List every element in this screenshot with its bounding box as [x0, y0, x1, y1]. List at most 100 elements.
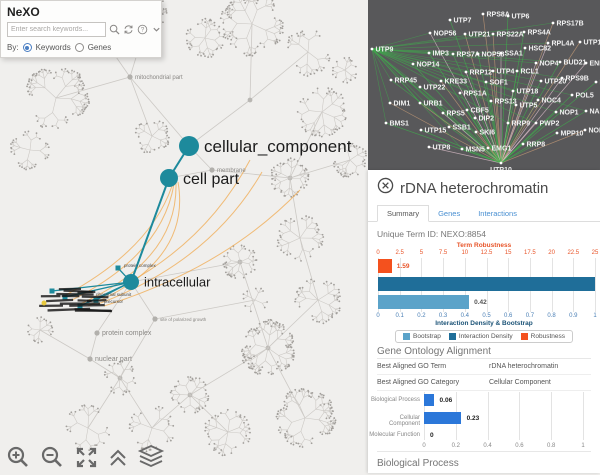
search-row: ? — [7, 22, 161, 37]
gene-node[interactable]: RRP45 — [390, 78, 418, 85]
refresh-icon[interactable] — [123, 23, 134, 36]
radio-genes[interactable] — [75, 43, 84, 52]
svg-text:NOP6: NOP6 — [589, 128, 600, 135]
robustness-bar — [378, 259, 392, 273]
details-tabs: Summary Genes Interactions — [368, 206, 600, 222]
gene-node[interactable]: RPS22A — [492, 32, 524, 39]
gene-node[interactable]: RPS1A — [459, 91, 487, 98]
zoom-out-icon[interactable] — [40, 445, 65, 475]
collapse-all-icon[interactable] — [108, 445, 128, 475]
gene-node[interactable]: UTP21 — [464, 32, 491, 39]
axis-tick: 0.6 — [504, 313, 512, 319]
search-mode-row: By: Keywords Genes — [7, 43, 161, 52]
axis-tick: 25 — [592, 250, 599, 256]
zoom-in-icon[interactable] — [6, 445, 31, 475]
gene-node[interactable]: HSC82 — [524, 46, 552, 53]
gene-node[interactable]: NOP14 — [412, 62, 440, 69]
tab-genes[interactable]: Genes — [429, 206, 469, 221]
gene-node[interactable]: UTP20 — [540, 79, 567, 86]
tab-interactions[interactable]: Interactions — [469, 206, 526, 221]
fractal-clusters — [10, 0, 367, 456]
gene-node[interactable]: BUD21 — [559, 60, 587, 67]
tree-node-intracellular[interactable] — [123, 274, 139, 290]
go-alignment-header: Gene Ontology Alignment — [377, 346, 491, 357]
svg-text:RPS1A: RPS1A — [464, 91, 487, 98]
gene-node[interactable]: UTP6 — [507, 14, 530, 21]
svg-text:NOP14: NOP14 — [417, 62, 440, 69]
gene-node[interactable]: UTP18 — [512, 89, 539, 96]
gene-node[interactable]: URB1 — [419, 101, 443, 108]
tree-node[interactable] — [94, 330, 99, 335]
gene-node[interactable]: PWP2 — [535, 121, 560, 128]
go-alignment-table: Best Aligned GO Term rDNA heterochromati… — [377, 358, 591, 391]
help-icon[interactable]: ? — [137, 23, 148, 36]
svg-text:SSA1: SSA1 — [505, 51, 523, 58]
svg-text:CBF5: CBF5 — [471, 108, 489, 115]
layers-icon[interactable] — [137, 444, 165, 475]
gene-node[interactable]: MPP10 — [556, 131, 584, 138]
axis-tick: 22.5 — [567, 250, 579, 256]
svg-text:?: ? — [141, 27, 145, 34]
gene-node[interactable]: UTP15 — [420, 128, 447, 135]
axis-tick: 0.2 — [452, 443, 460, 449]
svg-text:URB1: URB1 — [424, 101, 443, 108]
gene-node[interactable]: UTP8 — [428, 145, 451, 152]
gene-node[interactable]: POL5 — [571, 93, 594, 100]
gene-node[interactable]: RPS8A — [482, 12, 510, 19]
axis-tick: 0.5 — [482, 313, 490, 319]
close-circle-icon[interactable] — [377, 177, 394, 199]
svg-text:RCL1: RCL1 — [521, 69, 539, 76]
svg-text:MPP10: MPP10 — [561, 131, 584, 138]
tree-node[interactable] — [152, 316, 157, 321]
gene-node[interactable]: ENP1 — [585, 61, 600, 68]
gene-node[interactable]: UTP5 — [515, 103, 538, 110]
tree-node-cellular-component[interactable] — [179, 136, 199, 156]
app-title: NeXO — [7, 5, 161, 19]
bar-value-label: 1.59 — [397, 263, 410, 270]
gene-node[interactable]: UTP13 — [579, 40, 600, 47]
details-header: rDNA heterochromatin — [368, 170, 600, 203]
tree-node[interactable] — [127, 74, 132, 79]
tree-node[interactable] — [87, 356, 92, 361]
radio-keywords[interactable] — [23, 43, 32, 52]
gene-node[interactable]: NOP4 — [535, 61, 559, 68]
svg-text:NOC4: NOC4 — [542, 98, 562, 105]
gene-node[interactable]: RPS7A — [452, 52, 480, 59]
gene-node[interactable]: SOF1 — [485, 80, 508, 87]
gene-node[interactable]: RRP12 — [465, 70, 493, 77]
axis-tick: 15 — [505, 250, 512, 256]
svg-text:RPS7A: RPS7A — [457, 52, 480, 59]
fit-to-screen-icon[interactable] — [74, 445, 99, 475]
gene-node[interactable]: RCL1 — [516, 69, 539, 76]
bar-value-label: 0 — [430, 432, 434, 439]
search-input[interactable] — [7, 22, 106, 37]
gene-node[interactable]: UTP10 — [490, 162, 512, 170]
gene-node[interactable]: NOP1 — [555, 110, 579, 117]
svg-text:SKI6: SKI6 — [480, 130, 496, 137]
svg-text:UTP22: UTP22 — [424, 85, 446, 92]
category-label: Biological Process — [368, 397, 420, 403]
gene-node[interactable]: RPS17B — [552, 21, 584, 28]
category-label: Cellular Component — [368, 415, 420, 427]
svg-text:UTP13: UTP13 — [584, 40, 600, 47]
tree-node-cell-part[interactable] — [160, 169, 178, 187]
svg-text:UTP15: UTP15 — [425, 128, 447, 135]
alignment-row: Best Aligned GO Term rDNA heterochromati… — [377, 359, 591, 375]
gene-node[interactable]: KRR1 — [595, 80, 600, 87]
gene-node[interactable]: RPS4A — [523, 30, 551, 37]
svg-text:ENP1: ENP1 — [590, 61, 600, 68]
gene-node[interactable]: UTP22 — [419, 85, 446, 92]
gene-node[interactable]: UTP7 — [449, 18, 472, 25]
gene-node[interactable]: NOP6 — [584, 128, 600, 135]
chevron-down-icon[interactable] — [151, 23, 161, 36]
robustness-swatch — [521, 333, 528, 340]
gene-node[interactable]: NAN1 — [585, 109, 600, 116]
gene-node[interactable]: NOP56 — [429, 31, 457, 38]
svg-text:NOP1: NOP1 — [560, 110, 579, 117]
tab-summary[interactable]: Summary — [377, 205, 429, 222]
search-icon[interactable] — [109, 23, 120, 36]
axis-tick: 12.5 — [481, 250, 493, 256]
gene-node[interactable]: RPS9B — [561, 76, 589, 83]
gene-node[interactable]: RPS13 — [490, 99, 517, 106]
